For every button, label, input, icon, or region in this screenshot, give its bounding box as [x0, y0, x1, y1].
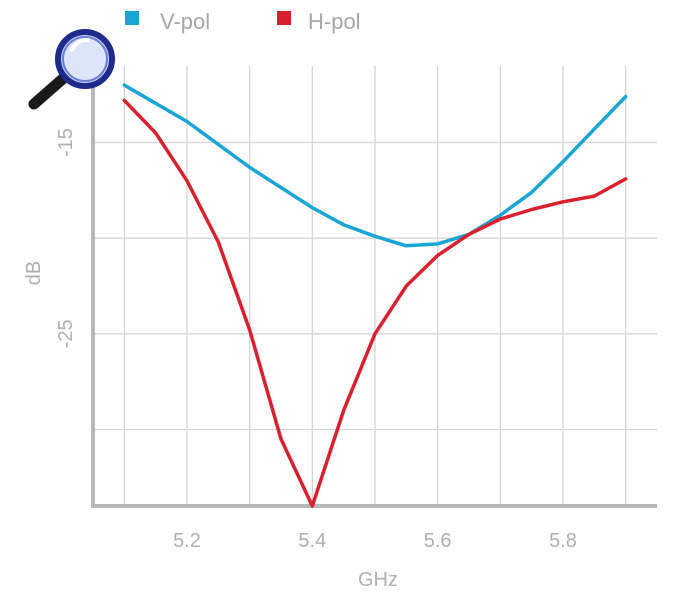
x-tick-label: 5.2: [173, 530, 201, 552]
y-tick-label: -15: [55, 128, 77, 157]
legend-label-vpol: V-pol: [160, 9, 210, 34]
x-tick-label: 5.4: [298, 530, 326, 552]
magnifier-icon[interactable]: [28, 29, 115, 110]
x-tick-label: 5.8: [549, 530, 577, 552]
legend-swatch-hpol: [277, 11, 291, 25]
legend-swatch-vpol: [125, 11, 139, 25]
y-axis-label: dB: [23, 261, 45, 285]
legend-label-hpol: H-pol: [308, 9, 361, 34]
x-axis-label: GHz: [358, 569, 398, 591]
series-lines: [122, 83, 628, 508]
y-tick-label: -25: [55, 319, 77, 348]
grid: [93, 66, 657, 506]
series-line-hpol: [122, 98, 628, 508]
x-tick-label: 5.6: [424, 530, 452, 552]
legend: V-pol H-pol: [125, 9, 361, 34]
tick-labels: 5.2 5.4 5.6 5.8 -15 -25: [55, 128, 577, 552]
axes: [91, 66, 657, 508]
series-line-vpol: [122, 83, 628, 248]
